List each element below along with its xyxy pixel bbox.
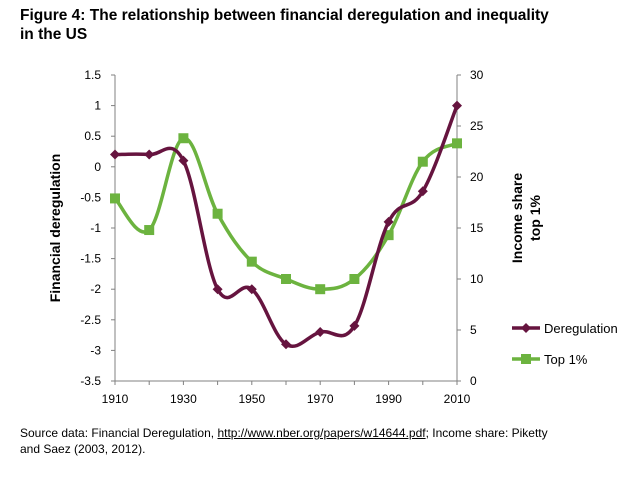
deregulation-point: [452, 100, 462, 111]
source-note: Source data: Financial Deregulation, htt…: [20, 425, 630, 457]
top-1-percent-point: [452, 138, 462, 149]
left-tick-label: 0: [94, 160, 101, 174]
top-1-percent-point: [178, 133, 189, 144]
top-1-percent-point: [349, 274, 360, 284]
chart-title-line-2: in the US: [20, 26, 88, 43]
legend-deregulation-label: Deregulation: [544, 321, 618, 336]
deregulation-point: [417, 186, 428, 197]
line-chart: 1.5 1 0.5 0 -0.5 -1 -1.5 -2 -2.5 -3 -3.5 30 25 20 15 10…: [47, 68, 618, 406]
x-tick-label: 1950: [238, 392, 265, 406]
left-tick-label: -1: [90, 221, 101, 235]
top-1-percent-series-line: [113, 136, 458, 291]
x-tick-label: 1910: [102, 392, 129, 406]
deregulation-point: [349, 320, 360, 331]
chart-title-line-1: Figure 4: The relationship between finan…: [20, 7, 549, 24]
source-prefix: Source data: Financial Deregulation,: [20, 426, 218, 440]
chart-title: Figure 4: The relationship between finan…: [20, 6, 620, 44]
top-1-percent-point: [246, 256, 257, 267]
top-1-percent-point: [110, 193, 120, 204]
deregulation-point: [315, 327, 326, 338]
right-axis-title-line-2: top 1%: [527, 195, 543, 241]
x-tick-label: 1930: [170, 392, 197, 406]
source-suffix: ; Income share: Piketty: [425, 426, 548, 440]
left-tick-label: -3: [90, 343, 101, 357]
left-tick-label: -0.5: [80, 190, 101, 204]
left-axis-title: Financial deregulation: [47, 154, 63, 303]
left-tick-label: 1.5: [84, 68, 101, 82]
x-tick-label: 1990: [375, 392, 402, 406]
deregulation-point: [178, 155, 189, 166]
top-1-percent-point: [417, 156, 428, 167]
right-tick-label: 0: [470, 374, 477, 388]
top-1-percent-point: [383, 230, 394, 241]
right-tick-label: 10: [470, 272, 484, 286]
left-tick-label: -2.5: [80, 313, 101, 327]
x-tick-label: 1970: [307, 392, 334, 406]
deregulation-point: [383, 216, 394, 227]
deregulation-point: [246, 284, 257, 295]
legend-top-1-percent-label: Top 1%: [544, 352, 588, 367]
legend-top-1-percent-marker: [521, 354, 531, 364]
top-1-percent-point: [281, 274, 291, 284]
left-tick-label: -3.5: [80, 374, 101, 388]
source-link[interactable]: http://www.nber.org/papers/w14644.pdf: [217, 426, 426, 440]
right-axis-title-line-1: Income share: [509, 173, 525, 263]
left-tick-label: 0.5: [84, 129, 101, 143]
left-tick-label: -1.5: [80, 252, 101, 266]
deregulation-series-line: [114, 104, 459, 348]
deregulation-point: [212, 284, 223, 295]
deregulation-point: [144, 149, 155, 160]
right-tick-label: 25: [470, 119, 484, 133]
left-tick-label: 1: [94, 99, 101, 113]
deregulation-point: [110, 149, 120, 160]
deregulation-point: [281, 339, 291, 350]
x-tick-label: 2010: [444, 392, 471, 406]
right-tick-label: 20: [470, 170, 484, 184]
top-1-percent-point: [315, 284, 326, 295]
top-1-percent-point: [212, 208, 223, 219]
legend-deregulation-marker: [521, 323, 531, 333]
top-1-percent-point: [144, 225, 155, 236]
right-tick-label: 15: [470, 221, 484, 235]
right-tick-label: 30: [470, 68, 484, 82]
left-tick-label: -2: [90, 282, 101, 296]
source-line-2: and Saez (2003, 2012).: [20, 442, 146, 456]
right-tick-label: 5: [470, 323, 477, 337]
